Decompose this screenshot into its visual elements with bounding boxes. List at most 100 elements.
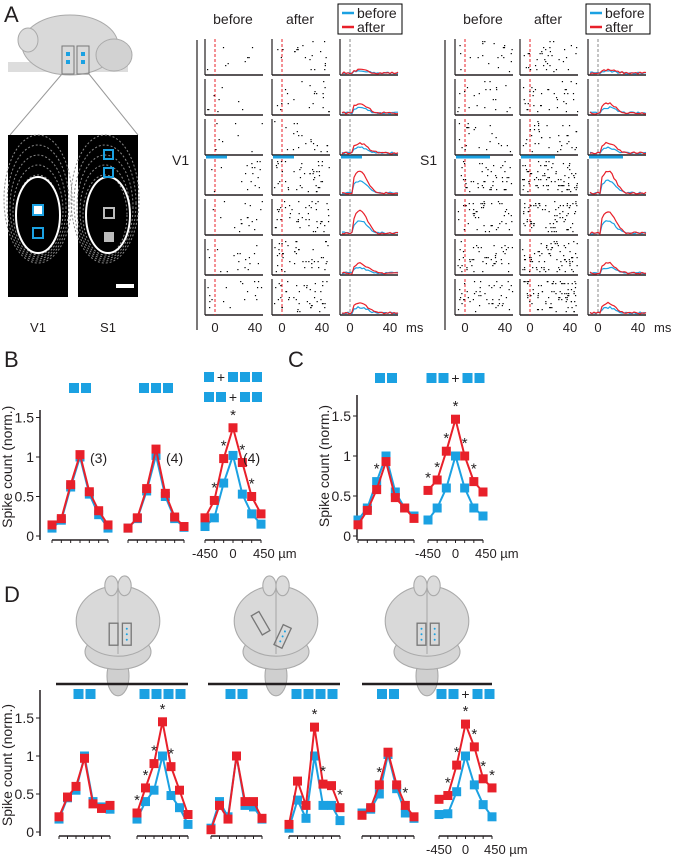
- spike: [469, 191, 471, 193]
- spike: [545, 179, 548, 181]
- stim-square-icon: [81, 383, 91, 393]
- series-line-before: [288, 755, 341, 829]
- spike: [563, 259, 566, 261]
- spike: [559, 291, 561, 293]
- spike: [299, 311, 301, 313]
- spike: [544, 59, 546, 61]
- spike: [465, 205, 467, 207]
- spike: [468, 133, 470, 135]
- spike: [303, 173, 306, 175]
- spike: [248, 257, 250, 259]
- x-unit-ms: ms: [406, 320, 424, 335]
- spike: [484, 293, 486, 295]
- spike: [548, 109, 550, 111]
- spike: [220, 271, 222, 273]
- spike: [457, 111, 459, 113]
- spike: [260, 287, 263, 289]
- spike: [212, 209, 214, 211]
- stim-square-icon: [474, 373, 485, 383]
- spike: [505, 297, 508, 299]
- plot-d3: [206, 751, 267, 839]
- spike: [541, 51, 543, 53]
- spike: [482, 271, 484, 273]
- significance-star: *: [463, 703, 469, 720]
- spike: [561, 145, 563, 147]
- x-tick-label: -450: [426, 842, 452, 857]
- spike: [285, 127, 287, 129]
- spike: [503, 189, 505, 191]
- spike: [322, 107, 324, 109]
- image-background: [78, 135, 138, 297]
- spike: [471, 265, 473, 267]
- electrode-site: [279, 640, 282, 643]
- spike: [481, 163, 483, 165]
- spike: [465, 145, 467, 147]
- spike: [319, 187, 321, 189]
- spike: [572, 223, 574, 225]
- spike: [574, 211, 577, 213]
- spike: [533, 225, 535, 227]
- spike: [312, 143, 315, 145]
- data-point-before: [469, 780, 479, 790]
- spike: [295, 253, 298, 255]
- spike: [554, 243, 556, 245]
- spike: [238, 261, 240, 263]
- spike: [524, 165, 526, 167]
- spike: [549, 47, 551, 49]
- data-point-after: [301, 800, 311, 810]
- n-label: (3): [90, 450, 107, 466]
- rf-ellipse: [15, 176, 61, 254]
- spike: [490, 259, 492, 261]
- spike: [275, 271, 277, 273]
- spike: [541, 291, 543, 293]
- spike: [529, 69, 532, 71]
- spike: [510, 215, 512, 217]
- spike: [296, 241, 298, 243]
- spike: [537, 121, 539, 123]
- spike: [463, 229, 465, 231]
- spike: [558, 297, 560, 299]
- spike: [293, 123, 295, 125]
- spike: [491, 225, 493, 227]
- spike: [541, 209, 544, 211]
- significance-star: *: [320, 763, 326, 780]
- plot-d4: [284, 722, 345, 839]
- spike: [507, 271, 510, 273]
- spike: [287, 187, 289, 189]
- spike: [457, 265, 459, 267]
- spike: [223, 301, 225, 303]
- spike: [539, 255, 541, 257]
- spike: [472, 213, 474, 215]
- spike: [545, 61, 547, 63]
- spike: [537, 285, 540, 287]
- spike: [506, 181, 508, 183]
- spike: [490, 187, 492, 189]
- stim-square-icon: [462, 373, 473, 383]
- spike: [569, 205, 571, 207]
- plot-c2: [423, 414, 488, 543]
- spike: [504, 245, 506, 247]
- spike: [493, 263, 495, 265]
- spike: [490, 225, 492, 227]
- spike: [554, 227, 556, 229]
- spike: [215, 149, 217, 151]
- x-tick-40: 40: [563, 320, 577, 335]
- spike: [477, 183, 479, 185]
- spike: [242, 283, 244, 285]
- legend-box: [337, 3, 403, 35]
- y-axis-label: Spike count (norm.): [316, 405, 332, 527]
- spike: [256, 219, 258, 221]
- spike: [484, 41, 486, 43]
- data-point-after: [256, 509, 266, 519]
- spike: [301, 163, 303, 165]
- spike: [233, 255, 235, 257]
- x-tick-40: 40: [248, 320, 262, 335]
- spike: [545, 49, 547, 51]
- rf-contour: [6, 144, 70, 262]
- spike: [576, 183, 578, 185]
- spike: [497, 305, 499, 307]
- spike: [286, 149, 289, 151]
- x-tick-0: 0: [594, 320, 601, 335]
- spike: [575, 147, 577, 149]
- spike: [489, 89, 491, 91]
